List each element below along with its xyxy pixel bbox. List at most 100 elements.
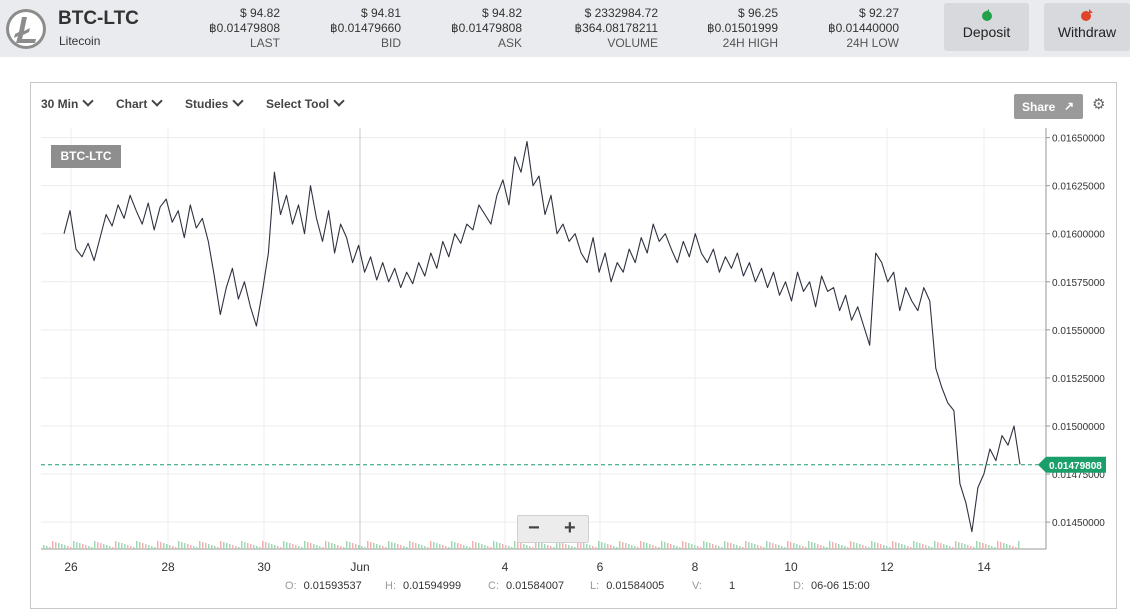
select-tool-label: Select Tool [266,97,330,111]
volume-bar [106,545,108,549]
withdraw-button[interactable]: Withdraw [1044,3,1130,51]
volume-bar [664,542,666,549]
volume-bar [400,545,402,549]
volume-bar [550,546,552,549]
volume-bar [181,542,183,549]
volume-bar [271,544,273,549]
select-tool-dropdown[interactable]: Select Tool [266,95,345,111]
volume-bar [70,547,72,549]
stat-bid: $ 94.81 ฿0.01479660 BID [310,6,401,51]
x-tick-label: 30 [257,560,271,574]
volume-bar [82,544,84,549]
volume-bar [343,547,345,549]
volume-bar [157,541,159,549]
zoom-in-icon[interactable]: + [564,517,576,539]
volume-bar [649,544,651,549]
volume-bar [382,546,384,549]
volume-bar [559,542,561,549]
withdraw-icon [1081,9,1093,21]
volume-bar [790,542,792,549]
volume-bar [571,546,573,549]
volume-bar [880,544,882,549]
volume-bar [778,545,780,549]
gear-icon[interactable]: ⚙ [1092,96,1106,113]
volume-bar [487,546,489,549]
volume-bar [478,543,480,549]
ohlc-value: 0.01594999 [403,580,462,592]
volume-bar [814,543,816,549]
volume-bar [580,542,582,549]
volume-bar [136,541,138,549]
volume-bar [799,545,801,549]
volume-bar [703,541,705,549]
volume-bar [454,542,456,549]
volume-bar [484,545,486,549]
y-tick-label: 0.01600000 [1052,230,1105,241]
volume-bar [469,547,471,549]
volume-bar [268,543,270,549]
volume-bar [445,546,447,549]
zoom-out-icon[interactable]: − [528,517,540,539]
volume-bar [862,545,864,549]
volume-bar [1003,543,1005,549]
volume-bar [751,543,753,549]
volume-bar [169,545,171,549]
volume-bar [709,543,711,549]
deposit-button[interactable]: Deposit [944,3,1029,51]
volume-bar [436,543,438,549]
volume-bar [844,546,846,549]
volume-bar [736,545,738,549]
stat-24h-high: $ 96.25 ฿0.01501999 24H HIGH [688,6,778,51]
volume-bar [103,544,105,549]
volume-bar [757,545,759,549]
interval-dropdown[interactable]: 30 Min [41,95,95,111]
stat-volume: $ 2332984.72 ฿364.08178211 VOLUME [551,6,659,51]
volume-bar [640,541,642,549]
volume-bar [988,545,990,549]
volume-bar [679,547,681,549]
volume-bar [235,546,237,549]
studies-dropdown[interactable]: Studies [185,95,245,111]
volume-bar [244,542,246,549]
volume-bar [346,541,348,549]
volume-bar [958,542,960,549]
volume-bar [547,545,549,549]
volume-bar [961,543,963,549]
zoom-control: − + [517,515,589,543]
volume-bar [637,547,639,549]
volume-bar [298,546,300,549]
volume-bar [325,541,327,549]
share-button[interactable]: Share ↗ [1014,94,1083,119]
volume-bar [151,546,153,549]
volume-bar [607,544,609,549]
volume-bar [190,545,192,549]
y-tick-label: 0.01475000 [1052,470,1105,481]
volume-bar [544,544,546,549]
volume-bar [877,543,879,549]
volume-bar [463,545,465,549]
volume-bar [409,541,411,549]
volume-bar [154,547,156,549]
volume-bar [805,547,807,549]
volume-bar [682,541,684,549]
volume-bar [817,544,819,549]
volume-bar [847,547,849,549]
volume-bar [949,546,951,549]
x-tick-label: Jun [350,560,369,574]
volume-bar [439,544,441,549]
ohlc-key: O: [285,580,297,592]
volume-bar [745,541,747,549]
volume-bar [433,542,435,549]
volume-bar [622,542,624,549]
volume-bar [901,544,903,549]
volume-bar [619,541,621,549]
volume-bar [760,546,762,549]
stat-btc: ฿0.01479660 [329,21,401,35]
volume-bar [829,541,831,549]
volume-bar [256,546,258,549]
volume-bar [766,541,768,549]
volume-bar [685,542,687,549]
chart-type-dropdown[interactable]: Chart [116,95,164,111]
volume-bar [838,544,840,549]
